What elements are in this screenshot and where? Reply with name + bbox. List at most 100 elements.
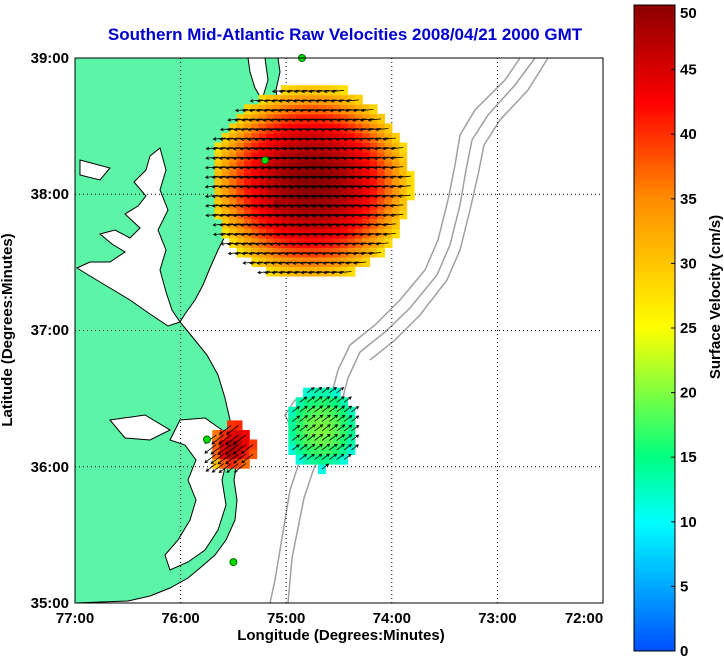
velocity-arrow <box>343 232 359 237</box>
velocity-arrow <box>350 204 367 208</box>
velocity-cell <box>325 152 334 163</box>
velocity-arrow <box>313 127 330 132</box>
velocity-arrow <box>312 232 330 237</box>
velocity-cell <box>236 180 245 191</box>
velocity-arrow <box>284 118 300 122</box>
velocity-cell <box>332 256 341 267</box>
velocity-cell <box>303 256 312 267</box>
velocity-cell <box>384 180 393 191</box>
velocity-cell <box>303 94 312 105</box>
velocity-cell <box>229 228 238 239</box>
velocity-arrow <box>314 414 324 422</box>
velocity-cell <box>303 123 312 134</box>
velocity-cell <box>347 161 356 172</box>
velocity-arrow <box>321 443 331 451</box>
velocity-arrow <box>321 108 337 113</box>
velocity-cell <box>234 420 243 431</box>
velocity-cell <box>266 104 275 115</box>
velocity-cell <box>236 199 245 210</box>
velocity-arrow <box>269 118 285 122</box>
velocity-cell <box>332 152 341 163</box>
velocity-cell <box>369 123 378 134</box>
velocity-cell <box>354 104 363 115</box>
velocity-arrow <box>336 453 345 460</box>
velocity-cell <box>369 104 378 115</box>
velocity-cell <box>369 132 378 143</box>
velocity-cell <box>362 180 371 191</box>
velocity-arrow <box>342 156 359 161</box>
velocity-cell <box>251 132 260 143</box>
velocity-arrow <box>365 194 382 199</box>
velocity-cell <box>325 161 334 172</box>
velocity-arrow <box>218 204 234 208</box>
velocity-arrow <box>389 175 404 179</box>
velocity-arrow <box>226 137 241 141</box>
velocity-cell <box>251 237 260 248</box>
velocity-arrow <box>321 424 331 432</box>
velocity-cell <box>212 439 221 450</box>
velocity-cell <box>384 209 393 220</box>
velocity-arrow <box>351 232 367 237</box>
velocity-arrow <box>374 146 389 151</box>
velocity-arrow <box>328 242 345 246</box>
y-axis-label: Latitude (Degrees:Minutes) <box>0 233 16 426</box>
velocity-arrow <box>204 453 217 464</box>
x-tick-label: 73:00 <box>478 610 516 627</box>
colorbar-tick-label: 40 <box>680 126 697 143</box>
velocity-cell <box>295 104 304 115</box>
velocity-arrow <box>373 194 389 199</box>
velocity-cell <box>266 209 275 220</box>
velocity-arrow <box>227 251 241 256</box>
velocity-cell <box>317 247 326 258</box>
velocity-cell <box>258 209 267 220</box>
velocity-arrow <box>270 108 285 113</box>
velocity-arrow <box>292 261 308 265</box>
velocity-cell <box>340 152 349 163</box>
velocity-cell <box>280 94 289 105</box>
velocity-arrow <box>217 434 232 445</box>
velocity-arrow <box>343 405 353 413</box>
velocity-cell <box>236 132 245 143</box>
velocity-cell <box>288 94 297 105</box>
velocity-arrow <box>233 242 249 246</box>
radar-site-marker <box>203 435 211 444</box>
y-tick-label: 35:00 <box>31 595 69 612</box>
y-tick-label: 36:00 <box>31 459 69 476</box>
velocity-arrow <box>227 242 241 246</box>
velocity-cell <box>258 180 267 191</box>
velocity-cell <box>234 449 243 460</box>
velocity-cell <box>332 132 341 143</box>
y-axis: 39:00 38:00 37:00 36:00 35:00 Latitude (… <box>0 50 69 612</box>
velocity-arrow <box>334 213 352 218</box>
velocity-cell <box>325 209 334 220</box>
velocity-arrow <box>343 396 352 403</box>
velocity-cell <box>303 228 312 239</box>
velocity-cell <box>384 199 393 210</box>
velocity-cell <box>227 439 236 450</box>
velocity-cell <box>227 449 236 460</box>
velocity-arrow <box>218 165 234 170</box>
velocity-cell <box>347 132 356 143</box>
velocity-cell <box>340 104 349 115</box>
velocity-arrow <box>314 387 323 394</box>
velocity-arrow <box>224 444 239 455</box>
velocity-cell <box>384 161 393 172</box>
velocity-arrow <box>298 127 315 132</box>
velocity-arrow <box>321 251 337 256</box>
velocity-arrow <box>299 251 315 256</box>
velocity-arrow <box>277 261 293 265</box>
y-tick-label: 38:00 <box>31 186 69 203</box>
velocity-cell <box>244 171 252 182</box>
velocity-arrow <box>255 251 271 256</box>
velocity-cell <box>251 123 260 134</box>
velocity-cell <box>244 247 252 258</box>
colorbar-tick-label: 35 <box>680 191 697 208</box>
velocity-arrow <box>321 433 331 441</box>
velocity-arrow <box>329 108 345 113</box>
velocity-arrow <box>256 99 271 103</box>
velocity-cell <box>244 104 252 115</box>
velocity-cell <box>347 209 356 220</box>
velocity-cell <box>236 161 245 172</box>
velocity-cell <box>340 425 349 436</box>
